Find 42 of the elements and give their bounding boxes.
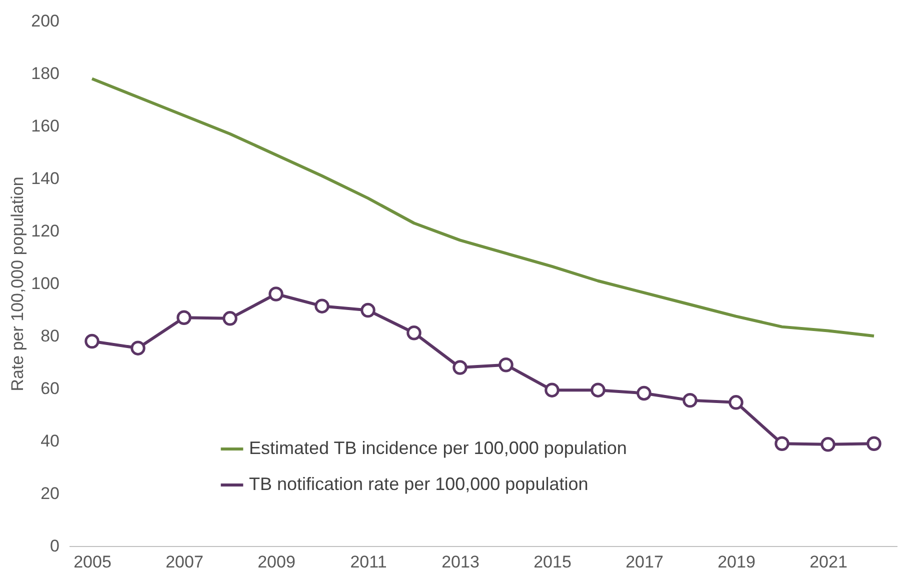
- point: [130, 340, 146, 356]
- point: [406, 325, 422, 340]
- x-tick-label: 2013: [442, 552, 480, 572]
- y-tick-label: 20: [40, 484, 60, 503]
- legend-label: Estimated TB incidence per 100,000 population: [249, 438, 627, 458]
- point: [84, 334, 100, 349]
- point: [222, 311, 238, 326]
- point: [866, 436, 882, 451]
- line-series: [90, 77, 876, 338]
- x-tick-label: 2021: [810, 552, 848, 572]
- y-tick-label: 160: [31, 116, 60, 136]
- point: [728, 395, 744, 410]
- y-tick-label: 80: [40, 326, 60, 346]
- y-tick-label: 0: [50, 536, 60, 556]
- point: [636, 386, 652, 401]
- y-tick-label: 180: [31, 64, 60, 83]
- y-tick-label: 200: [31, 12, 60, 30]
- y-tick-label: 100: [31, 274, 60, 293]
- x-tick-label: 2017: [626, 552, 664, 572]
- x-tick-label: 2011: [350, 552, 387, 572]
- point: [774, 436, 790, 451]
- point: [498, 358, 514, 372]
- point: [452, 360, 468, 375]
- point: [314, 298, 330, 314]
- y-tick-label: 40: [40, 432, 60, 450]
- x-tick-label: 2007: [166, 552, 204, 572]
- point: [682, 392, 698, 408]
- x-tick-label: 2015: [534, 552, 572, 572]
- x-tick-label: 2005: [74, 552, 112, 572]
- point: [360, 302, 376, 318]
- y-tick-label: 120: [31, 222, 60, 240]
- x-tick-label: 2019: [718, 552, 756, 572]
- point: [176, 310, 192, 325]
- point: [820, 437, 836, 452]
- x-tick-label: 2009: [258, 552, 296, 572]
- point: [544, 382, 560, 398]
- point: [268, 286, 284, 302]
- y-axis-title: Rate per 100,000 population: [8, 176, 28, 392]
- y-tick-label: 140: [31, 169, 60, 188]
- y-tick-label: 60: [40, 379, 60, 398]
- point: [590, 382, 606, 398]
- legend-label: TB notification rate per 100,000 population: [249, 474, 588, 494]
